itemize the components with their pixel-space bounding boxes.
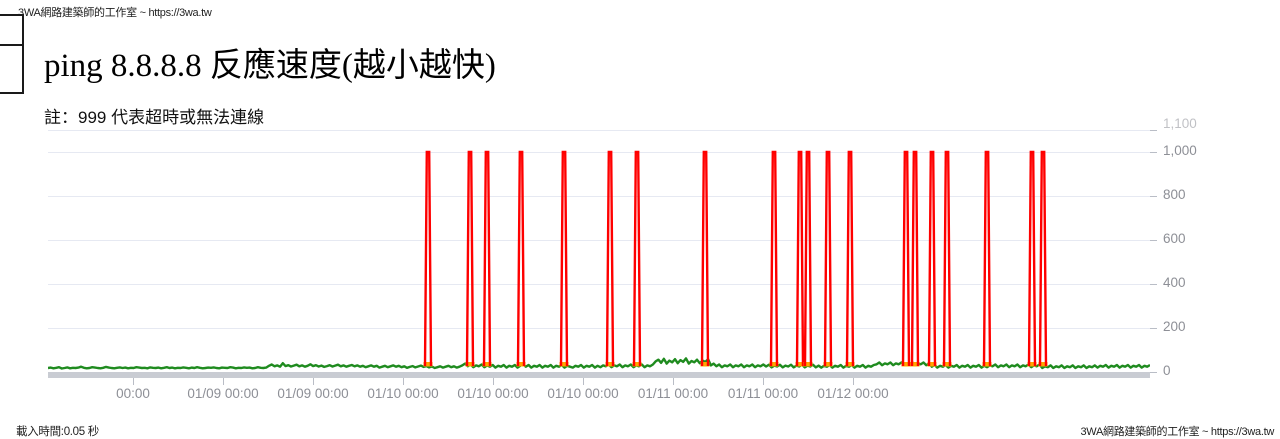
timeout-spike bbox=[803, 150, 813, 367]
spike-transition-marker bbox=[516, 362, 526, 367]
spike-transition-marker bbox=[465, 362, 475, 367]
x-axis-tick bbox=[763, 378, 764, 385]
x-axis-label: 01/10 00:00 bbox=[547, 386, 619, 401]
y-axis-tick bbox=[1150, 152, 1157, 153]
timeout-spike bbox=[910, 150, 920, 367]
x-axis-tick bbox=[583, 378, 584, 385]
timeout-spike bbox=[1027, 150, 1037, 367]
timeout-spike bbox=[845, 150, 855, 367]
timeout-spike bbox=[465, 150, 475, 367]
timeout-spike bbox=[927, 150, 937, 367]
x-axis-label: 01/09 00:00 bbox=[187, 386, 259, 401]
y-axis-label: 800 bbox=[1163, 187, 1186, 202]
x-axis-tick bbox=[673, 378, 674, 385]
x-axis-line bbox=[48, 372, 1150, 378]
spike-transition-marker bbox=[769, 362, 779, 367]
y-axis-tick bbox=[1150, 372, 1157, 373]
spike-transition-marker bbox=[927, 362, 937, 367]
spike-transition-marker bbox=[845, 362, 855, 367]
spike-transition-marker bbox=[803, 362, 813, 367]
x-axis-label: 01/11 00:00 bbox=[727, 386, 799, 401]
y-axis-label: 200 bbox=[1163, 319, 1186, 334]
x-axis-label: 01/09 00:00 bbox=[277, 386, 349, 401]
spike-transition-marker bbox=[901, 362, 911, 367]
spike-transition-marker bbox=[982, 362, 992, 367]
spike-transition-marker bbox=[559, 362, 569, 367]
x-axis-tick bbox=[403, 378, 404, 385]
spike-transition-marker bbox=[823, 362, 833, 367]
page-title: ping 8.8.8.8 反應速度(越小越快) bbox=[44, 48, 496, 84]
gridlines bbox=[48, 130, 1150, 329]
timeout-spike bbox=[769, 150, 779, 367]
series-canvas bbox=[48, 130, 1150, 370]
ping-latency-chart: 0 200 400 600 800 1,000 1,100 00:00 01/09 00:00… bbox=[0, 116, 1280, 401]
x-axis-tick bbox=[133, 378, 134, 385]
spike-transition-marker bbox=[1038, 362, 1048, 367]
timeout-spikes bbox=[423, 150, 1048, 367]
timeout-spike bbox=[559, 150, 569, 367]
timeout-spike bbox=[605, 150, 615, 367]
y-axis-tick bbox=[1150, 196, 1157, 197]
y-axis-tick bbox=[1150, 284, 1157, 285]
spike-transition-marker bbox=[632, 362, 642, 367]
y-axis-label: 1,000 bbox=[1163, 143, 1197, 158]
timeout-spike bbox=[423, 150, 433, 367]
spike-transition-marker bbox=[942, 362, 952, 367]
plot-area bbox=[48, 130, 1150, 372]
x-axis-label: 00:00 bbox=[116, 386, 150, 401]
spike-transition-marker bbox=[482, 362, 492, 367]
timeout-spike bbox=[823, 150, 833, 367]
timeout-spike bbox=[700, 150, 710, 367]
latency-line bbox=[48, 357, 1150, 370]
x-axis-tick bbox=[493, 378, 494, 385]
watermark-bottom-right: 3WA網路建築師的工作室 ~ https://3wa.tw bbox=[1080, 426, 1274, 438]
timeout-spike bbox=[942, 150, 952, 367]
watermark-top: 3WA網路建築師的工作室 ~ https://3wa.tw bbox=[18, 7, 212, 19]
x-axis-tick bbox=[223, 378, 224, 385]
spike-transition-marker bbox=[700, 362, 710, 367]
load-time-label: 載入時間:0.05 秒 bbox=[16, 426, 99, 438]
x-axis-label: 01/10 00:00 bbox=[457, 386, 529, 401]
y-axis-tick bbox=[1150, 130, 1157, 131]
y-axis-label: 600 bbox=[1163, 231, 1186, 246]
y-axis-label: 0 bbox=[1163, 363, 1171, 378]
x-axis-tick bbox=[313, 378, 314, 385]
spike-transition-marker bbox=[1027, 362, 1037, 367]
y-axis-label: 400 bbox=[1163, 275, 1186, 290]
spike-transition-marker bbox=[795, 362, 805, 367]
spike-transition-marker bbox=[910, 362, 920, 367]
timeout-spike bbox=[901, 150, 911, 367]
timeout-spike bbox=[1038, 150, 1048, 367]
x-axis-label: 01/12 00:00 bbox=[817, 386, 889, 401]
timeout-spike bbox=[795, 150, 805, 367]
spike-transition-marker bbox=[423, 362, 433, 367]
chart-note: 註：999 代表超時或無法連線 bbox=[44, 108, 265, 127]
broken-image-frame-lower bbox=[0, 44, 24, 94]
x-axis-tick bbox=[853, 378, 854, 385]
x-axis-label: 01/11 00:00 bbox=[637, 386, 709, 401]
timeout-spike bbox=[632, 150, 642, 367]
y-axis-label: 1,100 bbox=[1163, 116, 1197, 131]
spike-transition-marker bbox=[605, 362, 615, 367]
timeout-spike bbox=[482, 150, 492, 367]
y-axis-tick bbox=[1150, 328, 1157, 329]
timeout-spike bbox=[516, 150, 526, 367]
x-axis-label: 01/10 00:00 bbox=[367, 386, 439, 401]
broken-image-frame-upper bbox=[0, 14, 24, 48]
y-axis-tick bbox=[1150, 240, 1157, 241]
timeout-spike bbox=[982, 150, 992, 367]
latency-series bbox=[48, 357, 1150, 370]
